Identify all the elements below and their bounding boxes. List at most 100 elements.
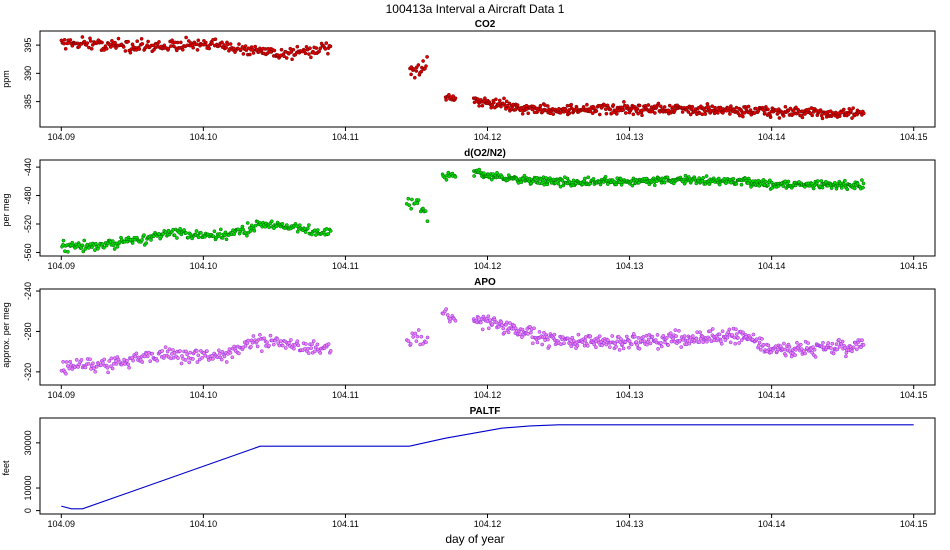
o2n2-point	[161, 232, 165, 236]
apo-point	[200, 355, 204, 360]
o2n2-point	[245, 233, 249, 238]
co2-point	[502, 96, 506, 101]
apo-point	[217, 351, 222, 356]
apo-point	[504, 320, 509, 325]
apo-point	[249, 344, 253, 349]
apo-point	[165, 349, 170, 354]
co2-point	[85, 41, 90, 45]
o2n2-point	[446, 170, 451, 175]
o2n2-point	[767, 178, 772, 183]
apo-point	[719, 341, 724, 346]
co2-point	[491, 100, 496, 105]
apo-point	[597, 334, 602, 339]
o2n2-axes: 104.09 104.10 104.11 104.12 104.13 104.14 104.…	[23, 158, 927, 271]
o2n2-point	[243, 230, 248, 235]
apo-points	[59, 307, 866, 376]
o2n2-ytick-label: -560	[23, 243, 33, 261]
apo-point	[835, 347, 840, 352]
apo-point	[615, 339, 620, 344]
apo-point	[646, 337, 651, 342]
apo-point	[569, 344, 574, 349]
apo-point	[678, 338, 682, 343]
co2-point	[416, 63, 421, 67]
o2n2-xtick-label: 104.14	[758, 261, 786, 271]
co2-point	[513, 107, 518, 112]
apo-point	[830, 341, 835, 346]
apo-point	[751, 332, 756, 337]
apo-point	[305, 346, 310, 351]
o2n2-xtick-label: 104.13	[616, 261, 644, 271]
o2n2-point	[163, 230, 168, 234]
co2-point	[766, 107, 770, 112]
o2n2-point	[734, 182, 739, 186]
apo-point	[453, 318, 458, 323]
o2n2-point	[701, 175, 706, 180]
co2-point	[690, 104, 695, 109]
o2n2-point	[224, 237, 229, 242]
apo-point	[730, 333, 735, 337]
co2-xtick-label: 104.10	[190, 132, 218, 142]
o2n2-point	[407, 203, 412, 208]
co2-point	[611, 103, 616, 107]
apo-axes: 104.09 104.10 104.11 104.12 104.13 104.14 104.…	[23, 282, 927, 400]
paltf-xtick-label: 104.09	[48, 519, 76, 529]
co2-point	[70, 43, 75, 48]
apo-point	[710, 327, 715, 331]
co2-point	[737, 113, 742, 118]
apo-point	[834, 342, 839, 347]
co2-point	[421, 59, 425, 63]
co2-point	[700, 112, 705, 117]
o2n2-point	[307, 223, 311, 227]
co2-point	[621, 108, 626, 112]
apo-point	[136, 355, 141, 360]
co2-point	[222, 43, 226, 47]
apo-point	[664, 335, 669, 340]
apo-point	[304, 342, 308, 346]
o2n2-point	[267, 225, 271, 230]
apo-point	[292, 346, 296, 351]
o2n2-point	[149, 238, 153, 242]
apo-point	[690, 334, 695, 338]
co2-xtick-label: 104.12	[474, 132, 502, 142]
o2n2-point	[482, 171, 486, 176]
apo-point	[133, 354, 138, 359]
co2-point	[195, 42, 199, 47]
apo-point	[634, 340, 639, 344]
apo-point	[116, 357, 121, 362]
co2-point	[777, 116, 782, 120]
co2-point	[309, 55, 313, 60]
apo-point	[445, 313, 450, 317]
apo-point	[61, 359, 65, 364]
co2-point	[157, 40, 161, 44]
co2-point	[451, 94, 455, 98]
apo-point	[171, 348, 175, 352]
co2-point	[146, 39, 150, 44]
co2-point	[662, 105, 667, 109]
apo-point	[844, 354, 848, 359]
co2-point	[196, 38, 201, 43]
apo-point	[610, 334, 615, 338]
apo-point	[150, 351, 155, 356]
o2n2-point	[406, 196, 411, 201]
apo-point	[537, 330, 542, 334]
apo-point	[741, 330, 745, 335]
co2-point	[504, 99, 509, 104]
o2n2-point	[522, 173, 527, 178]
apo-point	[79, 358, 84, 362]
apo-point	[279, 339, 283, 343]
apo-point	[163, 345, 168, 350]
co2-point	[861, 111, 866, 116]
apo-point	[761, 342, 766, 347]
co2-point	[195, 48, 200, 52]
apo-point	[196, 353, 201, 358]
o2n2-point	[110, 239, 115, 243]
paltf-ylabel: feet	[1, 460, 11, 476]
o2n2-point	[416, 198, 421, 202]
apo-point	[148, 359, 153, 364]
o2n2-ytick-label: -520	[23, 215, 33, 233]
co2-point	[688, 112, 693, 117]
o2n2-xtick-label: 104.09	[48, 261, 76, 271]
o2n2-point	[157, 232, 161, 236]
co2-point	[314, 46, 319, 50]
apo-point	[705, 339, 709, 344]
